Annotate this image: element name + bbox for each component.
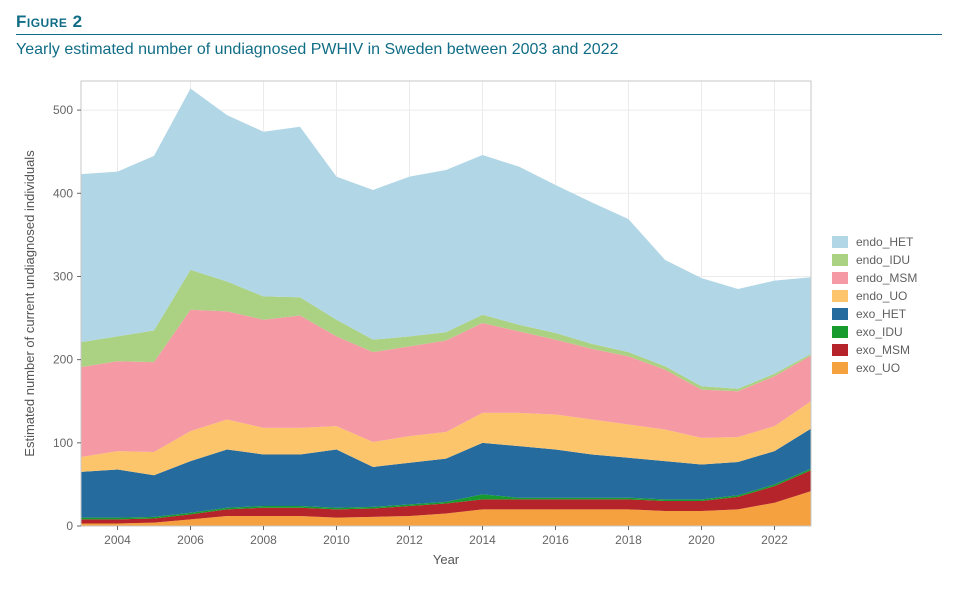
xtick-label: 2006 <box>177 533 204 547</box>
legend: endo_HET endo_IDU endo_MSM endo_UO exo_HETex… <box>832 231 942 379</box>
legend-label: endo_HET <box>856 235 913 249</box>
xtick-label: 2022 <box>761 533 788 547</box>
legend-label: exo_MSM <box>856 343 910 357</box>
legend-item-endo_IDU: endo_IDU <box>832 253 942 267</box>
xtick-label: 2016 <box>542 533 569 547</box>
legend-item-exo_HET: exo_HET <box>832 307 942 321</box>
figure-title: Yearly estimated number of undiagnosed P… <box>16 41 942 59</box>
legend-label: exo_UO <box>856 361 900 375</box>
figure-label: Figure 2 <box>16 12 942 35</box>
legend-swatch <box>832 254 848 266</box>
legend-item-endo_UO: endo_UO <box>832 289 942 303</box>
legend-swatch <box>832 290 848 302</box>
xtick-label: 2012 <box>396 533 423 547</box>
legend-item-endo_HET: endo_HET <box>832 235 942 249</box>
x-axis-title: Year <box>433 552 460 566</box>
legend-item-exo_IDU: exo_IDU <box>832 325 942 339</box>
ytick-label: 0 <box>66 519 73 533</box>
legend-item-endo_MSM: endo_MSM <box>832 271 942 285</box>
legend-label: exo_HET <box>856 307 906 321</box>
ytick-label: 500 <box>53 103 73 117</box>
legend-label: endo_IDU <box>856 253 910 267</box>
xtick-label: 2004 <box>104 533 131 547</box>
stacked-area-chart: 0 100 200 300 400 500 2004 2006 2008 2010 2012 2014… <box>16 71 816 566</box>
ytick-label: 400 <box>53 186 73 200</box>
figure-container: Figure 2 Yearly estimated number of undi… <box>0 0 960 597</box>
legend-swatch <box>832 344 848 356</box>
legend-swatch <box>832 236 848 248</box>
legend-item-exo_MSM: exo_MSM <box>832 343 942 357</box>
legend-label: endo_UO <box>856 289 907 303</box>
chart-area: 0 100 200 300 400 500 2004 2006 2008 2010 2012 2014… <box>16 71 942 566</box>
legend-swatch <box>832 326 848 338</box>
legend-swatch <box>832 308 848 320</box>
ytick-label: 100 <box>53 436 73 450</box>
xtick-label: 2018 <box>615 533 642 547</box>
legend-label: exo_IDU <box>856 325 903 339</box>
ytick-label: 300 <box>53 269 73 283</box>
legend-label: endo_MSM <box>856 271 917 285</box>
xtick-label: 2010 <box>323 533 350 547</box>
legend-swatch <box>832 272 848 284</box>
y-axis-title: Estimated number of current undiagnosed … <box>22 150 37 457</box>
xtick-label: 2008 <box>250 533 277 547</box>
ytick-label: 200 <box>53 353 73 367</box>
xtick-label: 2020 <box>688 533 715 547</box>
legend-swatch <box>832 362 848 374</box>
legend-item-exo_UO: exo_UO <box>832 361 942 375</box>
xtick-label: 2014 <box>469 533 496 547</box>
